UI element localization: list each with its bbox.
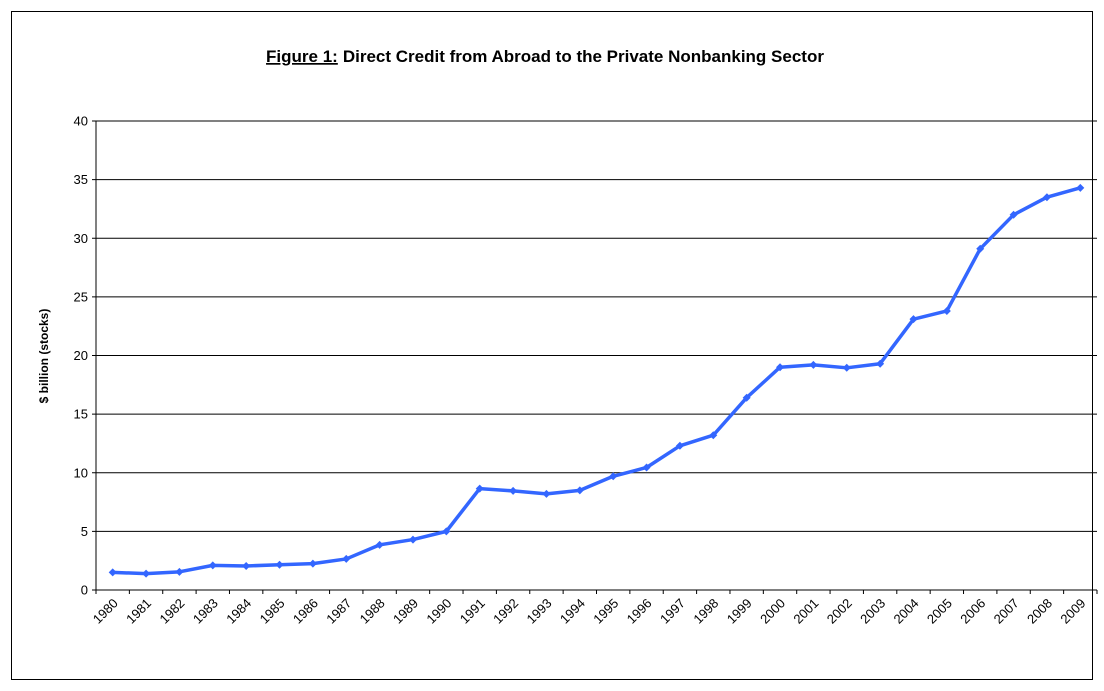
point-marker	[675, 441, 684, 450]
point-marker	[509, 486, 518, 495]
point-marker	[842, 363, 851, 372]
point-marker	[208, 561, 217, 570]
y-tick-label: 20	[74, 348, 88, 363]
y-tick-label: 5	[81, 524, 88, 539]
y-tick-label: 0	[81, 583, 88, 598]
y-tick-label: 10	[74, 465, 88, 480]
point-marker	[575, 486, 584, 495]
y-axis-label: $ billion (stocks)	[37, 309, 51, 404]
point-marker	[475, 484, 484, 493]
point-marker	[709, 431, 718, 440]
y-tick-label: 25	[74, 289, 88, 304]
point-marker	[275, 560, 284, 569]
point-marker	[642, 463, 651, 472]
y-tick-label: 40	[74, 114, 88, 129]
point-marker	[942, 306, 951, 315]
point-marker	[776, 363, 785, 372]
point-marker	[175, 567, 184, 576]
chart-title: Figure 1: Direct Credit from Abroad to th…	[266, 47, 824, 66]
point-marker	[909, 315, 918, 324]
point-marker	[375, 540, 384, 549]
title-label: Figure 1:	[266, 47, 338, 66]
point-marker	[1042, 193, 1051, 202]
point-marker	[876, 359, 885, 368]
point-marker	[1076, 183, 1085, 192]
point-marker	[609, 472, 618, 481]
y-tick-label: 35	[74, 172, 88, 187]
chart-border	[11, 11, 1093, 680]
point-marker	[342, 554, 351, 563]
point-marker	[742, 393, 751, 402]
point-marker	[408, 535, 417, 544]
point-marker	[442, 527, 451, 536]
point-marker	[542, 489, 551, 498]
point-marker	[142, 569, 151, 578]
point-marker	[809, 360, 818, 369]
point-marker	[1009, 210, 1018, 219]
title-text: Direct Credit from Abroad to the Private…	[343, 47, 824, 66]
point-marker	[308, 559, 317, 568]
point-marker	[108, 568, 117, 577]
y-tick-label: 30	[74, 231, 88, 246]
y-tick-label: 15	[74, 407, 88, 422]
series-line	[112, 186, 1081, 576]
point-marker	[976, 244, 985, 253]
point-marker	[242, 561, 251, 570]
